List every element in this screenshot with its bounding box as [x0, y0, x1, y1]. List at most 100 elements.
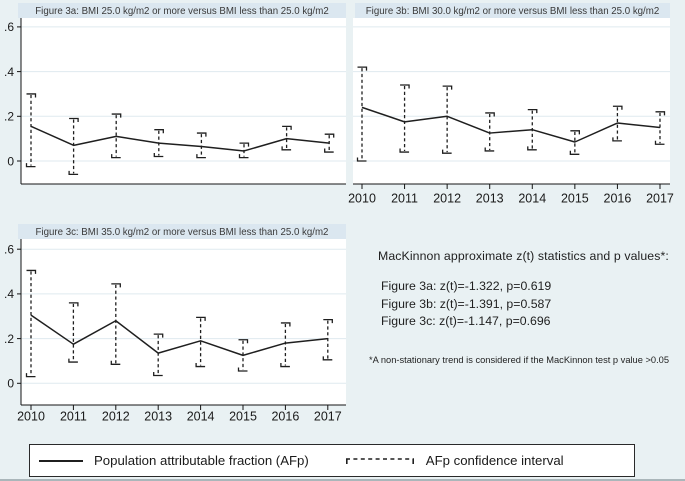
ci-cap-bottom — [25, 373, 36, 378]
x-tick-label: 2015 — [561, 192, 589, 206]
figure-bottom-border — [0, 479, 685, 481]
ci-cap-bottom — [153, 371, 163, 377]
ci-cap-top — [357, 66, 368, 71]
ci-cap-top — [196, 132, 207, 137]
ci-cap-top — [26, 269, 37, 274]
ci-cap-bottom — [569, 150, 580, 155]
y-tick-label: .2 — [4, 110, 14, 124]
ci-cap-bottom — [484, 147, 495, 152]
afp-line — [361, 106, 661, 143]
plot-area — [21, 239, 346, 405]
plot-area — [21, 18, 346, 184]
panel-title: Figure 3c: BMI 35.0 kg/m2 or more versus… — [36, 227, 329, 238]
ci-cap-bottom — [356, 157, 367, 162]
ci-cap-top — [527, 108, 538, 114]
ci-cap-top — [68, 302, 79, 307]
legend-box: Population attributable fraction (AFp) A… — [29, 444, 635, 477]
plot-area — [353, 18, 670, 184]
figure-3c-chart: Figure 3c: BMI 35.0 kg/m2 or more versus… — [4, 224, 346, 424]
ci-cap-bottom — [153, 153, 164, 158]
ci-cap-bottom — [68, 358, 78, 363]
x-tick-label: 2017 — [646, 192, 674, 206]
x-tick-label: 2014 — [518, 192, 546, 206]
y-tick-label: 0 — [7, 377, 14, 391]
ci-cap-top — [154, 129, 164, 134]
mackinnon-line-3c: Figure 3c: z(t)=-1.147, p=0.696 — [381, 314, 551, 329]
y-tick-label: .6 — [4, 243, 14, 257]
ci-cap-bottom — [322, 356, 333, 361]
figure-3b-chart: Figure 3b: BMI 30.0 kg/m2 or more versus… — [348, 3, 674, 206]
panel-title: Figure 3a: BMI 25.0 kg/m2 or more versus… — [35, 6, 328, 17]
ci-cap-top — [196, 316, 206, 321]
panel-title-strip — [355, 3, 670, 18]
afp-line — [30, 314, 328, 357]
panel-title: Figure 3b: BMI 30.0 kg/m2 or more versus… — [366, 6, 659, 17]
panel-figure-3c: Figure 3c: BMI 35.0 kg/m2 or more versus… — [0, 216, 348, 434]
ci-cap-top — [655, 111, 666, 116]
mackinnon-heading: MacKinnon approximate z(t) statistics an… — [378, 249, 669, 263]
ci-cap-bottom — [68, 170, 79, 176]
ci-cap-top — [612, 105, 623, 110]
ci-cap-bottom — [527, 146, 537, 151]
ci-cap-bottom — [196, 154, 206, 159]
ci-cap-top — [111, 283, 121, 288]
ci-cap-bottom — [110, 360, 121, 365]
panel-figure-3b: Figure 3b: BMI 30.0 kg/m2 or more versus… — [348, 0, 685, 214]
ci-cap-top — [282, 125, 292, 130]
mackinnon-lines: Figure 3a: z(t)=-1.322, p=0.619 Figure 3… — [381, 278, 681, 331]
x-tick-label: 2011 — [60, 410, 87, 424]
y-tick-label: .6 — [4, 20, 14, 34]
ci-cap-top — [153, 333, 164, 338]
ci-cap-top — [239, 142, 250, 147]
panel-title-strip — [18, 3, 346, 18]
ci-cap-top — [570, 130, 580, 135]
afp-line — [30, 125, 330, 152]
x-tick-label: 2016 — [271, 410, 299, 424]
ci-cap-bottom — [25, 163, 36, 168]
ci-cap-bottom — [238, 154, 249, 159]
ci-cap-bottom — [654, 140, 665, 145]
ci-cap-top — [324, 133, 335, 138]
ci-cap-bottom — [111, 154, 121, 159]
x-tick-label: 2011 — [391, 192, 418, 206]
y-tick-label: .2 — [4, 332, 14, 346]
ci-cap-top — [26, 93, 37, 98]
x-tick-label: 2010 — [348, 192, 376, 206]
ci-cap-top — [400, 84, 410, 89]
afp-line-sample-icon — [39, 459, 83, 462]
ci-cap-bottom — [399, 148, 410, 153]
panel-title-strip — [18, 224, 346, 239]
x-tick-label: 2017 — [314, 410, 342, 424]
x-tick-label: 2016 — [604, 192, 632, 206]
ci-cap-top — [69, 117, 79, 123]
ci-cap-bottom — [281, 146, 292, 151]
mackinnon-footnote: *A non-stationary trend is considered if… — [369, 355, 670, 365]
y-tick-label: .4 — [4, 287, 14, 301]
ci-cap-bottom — [324, 148, 334, 153]
mackinnon-line-3a: Figure 3a: z(t)=-1.322, p=0.619 — [381, 279, 552, 293]
legend-ci-label: AFp confidence interval — [425, 453, 564, 468]
ci-cap-bottom — [237, 367, 248, 372]
ci-cap-top — [485, 112, 495, 117]
x-tick-label: 2012 — [102, 410, 130, 424]
y-tick-label: 0 — [7, 154, 14, 168]
ci-cap-top — [280, 322, 291, 327]
ci-cap-bottom — [195, 363, 206, 368]
legend-afp-label: Population attributable fraction (AFp) — [94, 453, 309, 468]
x-tick-label: 2013 — [476, 192, 504, 206]
ci-cap-bottom — [280, 363, 290, 368]
ci-cap-bottom — [441, 149, 452, 154]
ci-line-sample-icon — [345, 457, 414, 464]
ci-cap-top — [442, 85, 453, 90]
x-tick-label: 2015 — [229, 410, 257, 424]
panel-figure-3a: Figure 3a: BMI 25.0 kg/m2 or more versus… — [0, 0, 348, 214]
x-tick-label: 2013 — [144, 410, 172, 424]
ci-cap-bottom — [612, 137, 622, 142]
mackinnon-stats-block: MacKinnon approximate z(t) statistics an… — [369, 249, 669, 365]
x-tick-label: 2012 — [433, 192, 461, 206]
ci-cap-top — [323, 318, 333, 324]
ci-cap-top — [111, 113, 122, 118]
x-tick-label: 2010 — [17, 410, 45, 424]
figure-3a-chart: Figure 3a: BMI 25.0 kg/m2 or more versus… — [4, 3, 346, 185]
